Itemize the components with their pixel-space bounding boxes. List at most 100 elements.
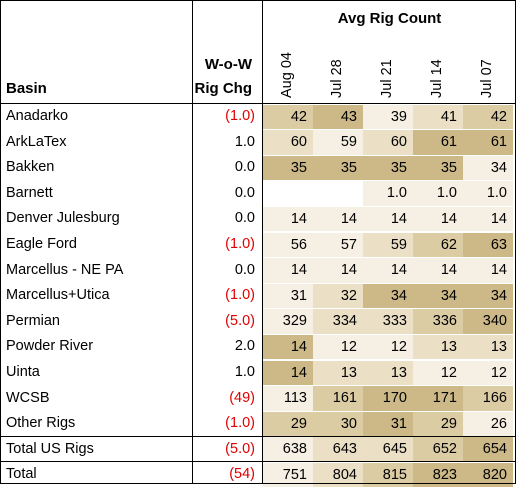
rig-count-cell: 336 xyxy=(413,309,463,334)
rig-count-cell: 29 xyxy=(263,411,313,437)
rig-count-cell: 14 xyxy=(363,206,413,232)
rig-count-cell: 59 xyxy=(313,130,363,155)
rig-count-cell: 170 xyxy=(363,386,413,411)
rig-count-cell: 32 xyxy=(313,283,363,309)
rig-count-cell: 30 xyxy=(313,411,363,437)
rig-count-cell: 14 xyxy=(313,258,363,283)
wow-change: 0.0 xyxy=(234,261,255,278)
rig-count-cell: 645 xyxy=(363,437,413,462)
basin-name: Anadarko xyxy=(6,108,69,124)
wow-change: (5.0) xyxy=(225,440,255,457)
rig-count-cell: 61 xyxy=(463,130,513,155)
rig-count-cell: 652 xyxy=(413,437,463,462)
rig-count-cell: 14 xyxy=(263,360,313,386)
rig-count-cell: 804 xyxy=(313,462,363,487)
rig-count-cell: 29 xyxy=(413,411,463,437)
rig-count-cell: 35 xyxy=(313,155,363,181)
rig-count-cell: 166 xyxy=(463,386,513,411)
rig-count-cell: 14 xyxy=(263,334,313,360)
rig-count-cell: 14 xyxy=(463,206,513,232)
rig-count-cell: 43 xyxy=(313,104,363,130)
horizontal-rule xyxy=(0,0,516,1)
rig-count-cell: 14 xyxy=(363,258,413,283)
rig-count-cell: 57 xyxy=(313,232,363,258)
rig-count-cell: 1.0 xyxy=(363,181,413,206)
basin-name: ArkLaTex xyxy=(6,133,67,150)
rig-count-cell: 35 xyxy=(413,155,463,181)
rig-count-cell: 820 xyxy=(463,462,513,487)
horizontal-rule xyxy=(0,436,516,437)
rig-count-cell: 13 xyxy=(463,334,513,360)
basin-name: Total xyxy=(6,466,37,483)
rig-count-cell: 60 xyxy=(263,130,313,155)
rig-count-cell: 35 xyxy=(363,155,413,181)
rig-count-cell: 34 xyxy=(463,155,513,181)
wow-change: (1.0) xyxy=(225,108,255,124)
rig-count-cell: 14 xyxy=(313,206,363,232)
wow-change: (5.0) xyxy=(225,312,255,329)
rig-count-cell: 56 xyxy=(263,232,313,258)
week-header: Jul 28 xyxy=(329,59,345,98)
rig-count-cell: 13 xyxy=(363,360,413,386)
rig-count-cell: 61 xyxy=(413,130,463,155)
basin-name: Eagle Ford xyxy=(6,236,77,252)
wow-change: 2.0 xyxy=(234,338,255,355)
rig-count-cell: 62 xyxy=(413,232,463,258)
wow-change: 1.0 xyxy=(234,133,255,150)
rig-count-cell: 340 xyxy=(463,309,513,334)
wow-change: (49) xyxy=(229,389,255,406)
rig-count-cell: 334 xyxy=(313,309,363,334)
rig-count-cell: 60 xyxy=(363,130,413,155)
rig-count-cell: 42 xyxy=(263,104,313,130)
rig-count-cell: 59 xyxy=(363,232,413,258)
basin-name: Bakken xyxy=(6,159,55,176)
rig-count-cell: 35 xyxy=(263,155,313,181)
rig-count-cell: 42 xyxy=(463,104,513,130)
rig-count-cell: 823 xyxy=(413,462,463,487)
group-title: Avg Rig Count xyxy=(337,10,442,27)
rig-count-cell: 161 xyxy=(313,386,363,411)
rig-count-cell: 34 xyxy=(363,283,413,309)
week-header: Jul 14 xyxy=(429,59,445,98)
wow-change: (1.0) xyxy=(225,236,255,252)
rig-count-cell: 63 xyxy=(463,232,513,258)
rig-count-cell: 14 xyxy=(463,258,513,283)
vertical-rule xyxy=(0,0,1,483)
rig-count-cell: 34 xyxy=(413,283,463,309)
rig-count-cell: 638 xyxy=(263,437,313,462)
wow-change: 1.0 xyxy=(234,364,255,380)
rig-count-cell: 329 xyxy=(263,309,313,334)
rig-count-cell: 34 xyxy=(463,283,513,309)
rig-count-cell: 41 xyxy=(413,104,463,130)
horizontal-rule xyxy=(0,461,516,462)
basin-name: Denver Julesburg xyxy=(6,210,120,227)
wow-change: 0.0 xyxy=(234,159,255,176)
rig-count-cell: 333 xyxy=(363,309,413,334)
chg-header-line1: W-o-W xyxy=(204,56,252,73)
rig-count-cell: 14 xyxy=(263,206,313,232)
basin-name: Total US Rigs xyxy=(6,440,94,457)
wow-change: 0.0 xyxy=(234,210,255,227)
basin-name: Uinta xyxy=(6,364,40,380)
rig-count-cell: 14 xyxy=(413,206,463,232)
basin-name: Other Rigs xyxy=(6,415,76,432)
wow-change: (54) xyxy=(229,466,255,483)
rig-count-cell xyxy=(263,181,313,206)
basin-header: Basin xyxy=(6,80,47,97)
rig-count-cell: 39 xyxy=(363,104,413,130)
basin-name: Permian xyxy=(6,312,60,329)
rig-count-cell: 14 xyxy=(413,258,463,283)
vertical-rule xyxy=(192,0,193,483)
rig-count-cell: 171 xyxy=(413,386,463,411)
week-header: Jul 07 xyxy=(479,59,495,98)
rig-count-cell: 26 xyxy=(463,411,513,437)
rig-count-cell: 12 xyxy=(463,360,513,386)
chg-header-line2: Rig Chg xyxy=(194,80,253,97)
basin-name: WCSB xyxy=(6,389,50,406)
wow-change: (1.0) xyxy=(225,415,255,432)
rig-count-cell: 1.0 xyxy=(463,181,513,206)
horizontal-rule xyxy=(0,103,516,104)
rig-count-cell: 31 xyxy=(363,411,413,437)
vertical-rule xyxy=(262,0,263,483)
